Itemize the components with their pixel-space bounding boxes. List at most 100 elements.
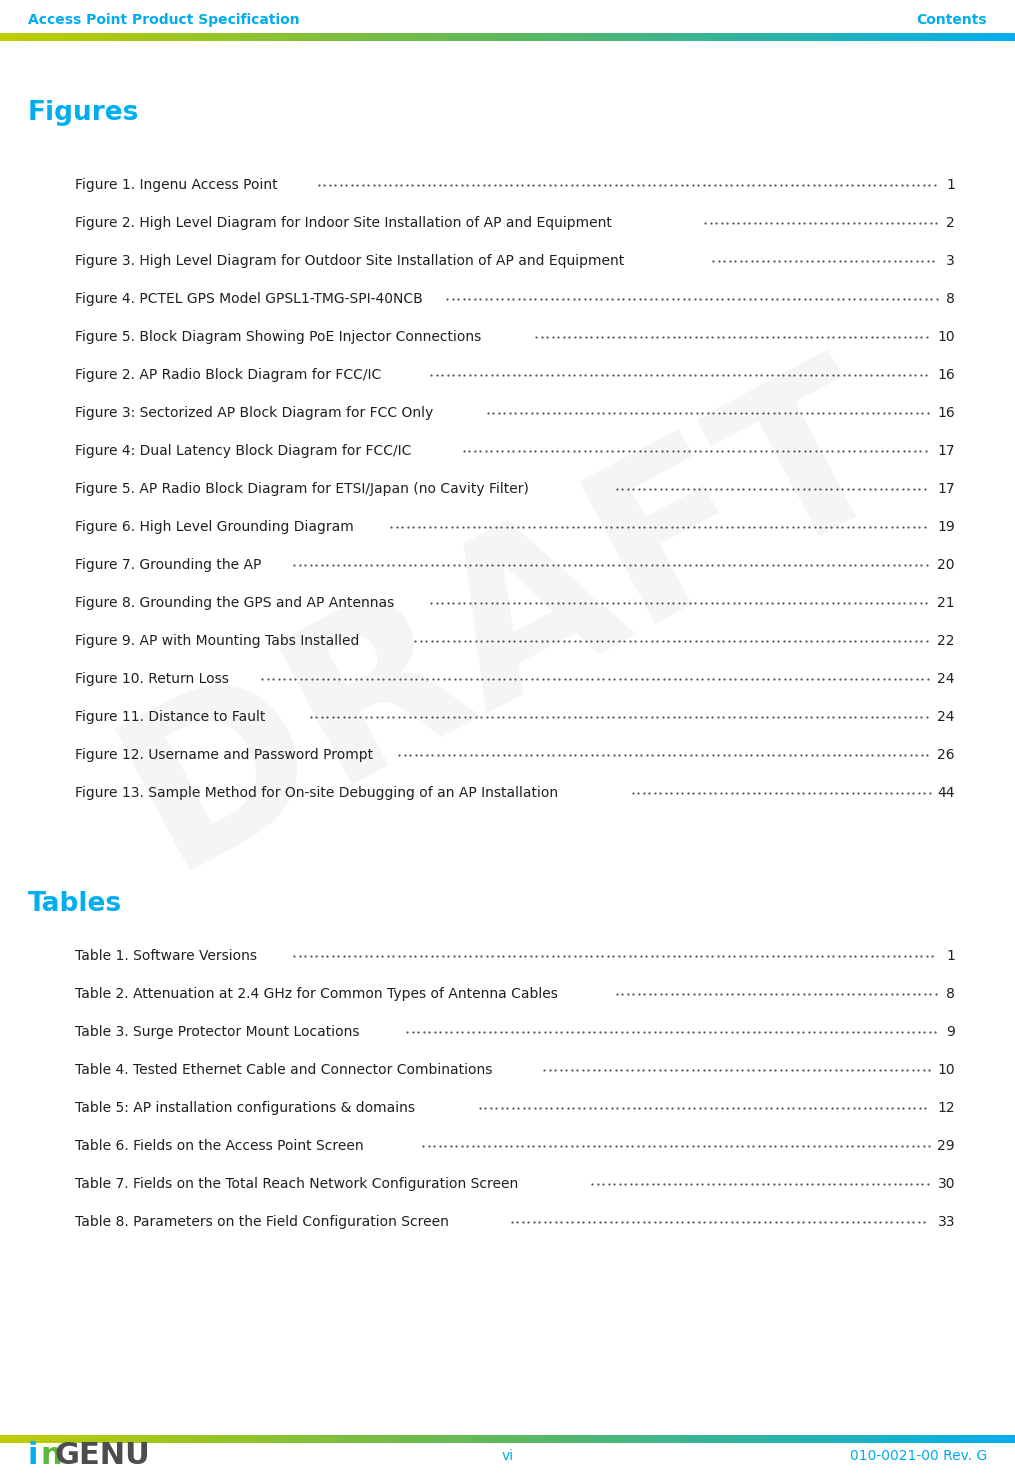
Bar xyxy=(538,33,540,41)
Bar xyxy=(127,1435,129,1442)
Bar xyxy=(357,1435,360,1442)
Bar xyxy=(38,1435,41,1442)
Bar xyxy=(102,33,104,41)
Bar xyxy=(883,33,885,41)
Bar xyxy=(893,33,895,41)
Bar xyxy=(773,33,776,41)
Bar xyxy=(317,33,320,41)
Bar xyxy=(987,1435,990,1442)
Text: Figures: Figures xyxy=(28,101,139,126)
Bar xyxy=(449,33,452,41)
Bar xyxy=(132,33,134,41)
Bar xyxy=(256,33,259,41)
Bar xyxy=(563,1435,565,1442)
Bar xyxy=(641,33,645,41)
Bar xyxy=(934,1435,936,1442)
Bar xyxy=(91,33,93,41)
Bar xyxy=(447,33,449,41)
Bar xyxy=(966,1435,969,1442)
Bar xyxy=(584,33,586,41)
Bar xyxy=(799,1435,802,1442)
Bar xyxy=(296,1435,299,1442)
Bar xyxy=(210,1435,213,1442)
Bar xyxy=(761,1435,763,1442)
Bar xyxy=(924,33,926,41)
Bar xyxy=(850,33,853,41)
Bar xyxy=(391,33,393,41)
Bar xyxy=(919,1435,921,1442)
Bar xyxy=(142,33,144,41)
Bar xyxy=(117,33,119,41)
Bar xyxy=(670,33,672,41)
Bar xyxy=(249,1435,251,1442)
Bar xyxy=(474,1435,477,1442)
Bar xyxy=(758,1435,761,1442)
Bar xyxy=(540,33,543,41)
Bar xyxy=(22,1435,25,1442)
Bar xyxy=(705,1435,707,1442)
Bar xyxy=(124,33,127,41)
Bar xyxy=(58,1435,61,1442)
Bar xyxy=(183,1435,185,1442)
Bar xyxy=(650,33,652,41)
Bar xyxy=(853,1435,855,1442)
Bar xyxy=(520,1435,523,1442)
Text: 1: 1 xyxy=(946,949,955,963)
Bar xyxy=(167,1435,170,1442)
Bar xyxy=(454,33,457,41)
Text: 44: 44 xyxy=(938,786,955,800)
Bar xyxy=(946,1435,949,1442)
Bar xyxy=(357,33,360,41)
Bar xyxy=(619,33,621,41)
Bar xyxy=(38,33,41,41)
Bar xyxy=(426,33,428,41)
Bar xyxy=(452,1435,454,1442)
Bar xyxy=(837,33,839,41)
Bar xyxy=(944,33,946,41)
Text: Figure 3. High Level Diagram for Outdoor Site Installation of AP and Equipment: Figure 3. High Level Diagram for Outdoor… xyxy=(75,255,624,268)
Bar xyxy=(969,1435,971,1442)
Bar xyxy=(992,33,995,41)
Bar xyxy=(700,33,702,41)
Bar xyxy=(170,1435,173,1442)
Bar xyxy=(291,33,294,41)
Bar xyxy=(687,1435,690,1442)
Bar xyxy=(426,1435,428,1442)
Bar xyxy=(355,33,357,41)
Bar xyxy=(839,1435,842,1442)
Bar xyxy=(365,33,367,41)
Bar xyxy=(647,33,650,41)
Bar xyxy=(423,1435,426,1442)
Bar xyxy=(1002,33,1005,41)
Bar xyxy=(834,33,837,41)
Bar xyxy=(46,1435,48,1442)
Bar xyxy=(124,1435,127,1442)
Bar xyxy=(931,33,934,41)
Bar xyxy=(416,1435,418,1442)
Bar xyxy=(860,1435,863,1442)
Bar xyxy=(301,33,304,41)
Bar xyxy=(713,33,716,41)
Bar xyxy=(982,1435,985,1442)
Bar xyxy=(10,1435,12,1442)
Bar xyxy=(452,33,454,41)
Bar xyxy=(528,1435,530,1442)
Bar xyxy=(251,1435,254,1442)
Bar xyxy=(291,1435,294,1442)
Bar xyxy=(814,33,817,41)
Bar xyxy=(616,33,619,41)
Text: Table 7. Fields on the Total Reach Network Configuration Screen: Table 7. Fields on the Total Reach Netwo… xyxy=(75,1177,519,1191)
Bar xyxy=(787,33,789,41)
Bar xyxy=(86,1435,88,1442)
Text: Table 1. Software Versions: Table 1. Software Versions xyxy=(75,949,257,963)
Text: 33: 33 xyxy=(938,1214,955,1229)
Bar xyxy=(905,1435,908,1442)
Bar xyxy=(888,33,890,41)
Bar xyxy=(768,1435,771,1442)
Bar xyxy=(634,1435,636,1442)
Bar xyxy=(86,33,88,41)
Bar xyxy=(198,33,200,41)
Bar xyxy=(690,33,692,41)
Bar xyxy=(139,1435,142,1442)
Bar xyxy=(985,33,987,41)
